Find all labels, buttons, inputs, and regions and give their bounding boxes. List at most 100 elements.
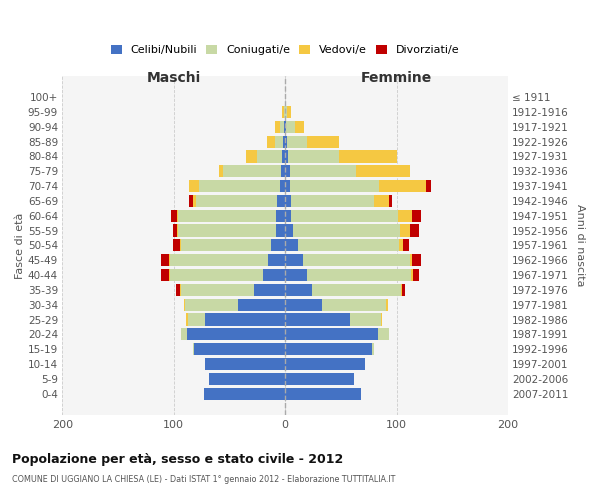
Bar <box>312 284 401 296</box>
Legend: Celibi/Nubili, Coniugati/e, Vedovi/e, Divorziati/e: Celibi/Nubili, Coniugati/e, Vedovi/e, Di… <box>106 40 464 60</box>
Bar <box>283 136 285 147</box>
Bar <box>356 165 410 177</box>
Bar <box>271 240 285 252</box>
Bar <box>290 165 356 177</box>
Bar <box>338 150 397 162</box>
Bar <box>276 210 285 222</box>
Bar <box>285 314 350 326</box>
Bar <box>389 195 392 207</box>
Bar <box>303 254 410 266</box>
Bar <box>268 254 285 266</box>
Bar <box>205 314 285 326</box>
Bar <box>411 269 413 281</box>
Bar <box>412 254 421 266</box>
Bar <box>280 120 284 133</box>
Bar <box>281 165 285 177</box>
Bar <box>285 224 293 236</box>
Bar <box>386 298 388 311</box>
Bar <box>263 269 285 281</box>
Bar <box>277 195 285 207</box>
Bar <box>285 284 312 296</box>
Bar <box>290 195 374 207</box>
Bar <box>209 372 285 385</box>
Bar <box>193 343 194 355</box>
Bar <box>398 210 412 222</box>
Bar <box>187 328 285 340</box>
Bar <box>290 180 379 192</box>
Bar <box>295 120 304 133</box>
Bar <box>181 240 271 252</box>
Bar <box>275 120 280 133</box>
Bar <box>286 120 295 133</box>
Bar <box>178 210 276 222</box>
Bar <box>285 136 287 147</box>
Bar <box>298 240 399 252</box>
Bar <box>204 388 285 400</box>
Bar <box>176 284 181 296</box>
Bar <box>285 150 289 162</box>
Bar <box>401 284 402 296</box>
Bar <box>205 358 285 370</box>
Bar <box>246 150 257 162</box>
Bar <box>374 195 389 207</box>
Bar <box>402 284 406 296</box>
Y-axis label: Fasce di età: Fasce di età <box>15 212 25 278</box>
Bar <box>181 328 187 340</box>
Bar <box>285 240 298 252</box>
Bar <box>322 298 386 311</box>
Bar <box>285 372 354 385</box>
Bar <box>379 180 425 192</box>
Bar <box>257 150 282 162</box>
Bar <box>285 269 307 281</box>
Bar <box>285 298 322 311</box>
Bar <box>194 343 285 355</box>
Bar <box>372 343 374 355</box>
Bar <box>412 210 421 222</box>
Bar <box>350 314 381 326</box>
Bar <box>267 136 275 147</box>
Bar <box>403 240 409 252</box>
Bar <box>254 284 285 296</box>
Bar <box>285 358 365 370</box>
Bar <box>285 120 286 133</box>
Bar <box>188 314 205 326</box>
Text: Popolazione per età, sesso e stato civile - 2012: Popolazione per età, sesso e stato civil… <box>12 452 343 466</box>
Bar <box>285 254 303 266</box>
Bar <box>199 180 280 192</box>
Bar <box>410 254 412 266</box>
Text: Maschi: Maschi <box>146 72 201 86</box>
Bar <box>285 180 290 192</box>
Bar <box>178 224 276 236</box>
Bar <box>285 165 290 177</box>
Bar <box>172 210 177 222</box>
Bar <box>307 136 338 147</box>
Bar <box>282 150 285 162</box>
Bar <box>169 254 170 266</box>
Bar <box>170 269 263 281</box>
Bar <box>285 328 377 340</box>
Text: COMUNE DI UGGIANO LA CHIESA (LE) - Dati ISTAT 1° gennaio 2012 - Elaborazione TUT: COMUNE DI UGGIANO LA CHIESA (LE) - Dati … <box>12 475 395 484</box>
Bar <box>173 224 177 236</box>
Bar <box>287 106 290 118</box>
Bar <box>177 224 178 236</box>
Bar <box>181 284 254 296</box>
Bar <box>189 195 193 207</box>
Bar <box>285 343 372 355</box>
Bar <box>284 106 285 118</box>
Bar <box>285 195 290 207</box>
Bar <box>285 388 361 400</box>
Bar <box>196 195 277 207</box>
Bar <box>290 210 398 222</box>
Bar <box>184 298 185 311</box>
Bar <box>285 210 290 222</box>
Bar <box>238 298 285 311</box>
Bar <box>189 180 199 192</box>
Bar <box>170 254 268 266</box>
Bar <box>400 224 410 236</box>
Bar <box>223 165 281 177</box>
Bar <box>282 106 284 118</box>
Bar <box>287 136 307 147</box>
Bar <box>284 120 285 133</box>
Bar <box>161 269 169 281</box>
Text: Femmine: Femmine <box>361 72 432 86</box>
